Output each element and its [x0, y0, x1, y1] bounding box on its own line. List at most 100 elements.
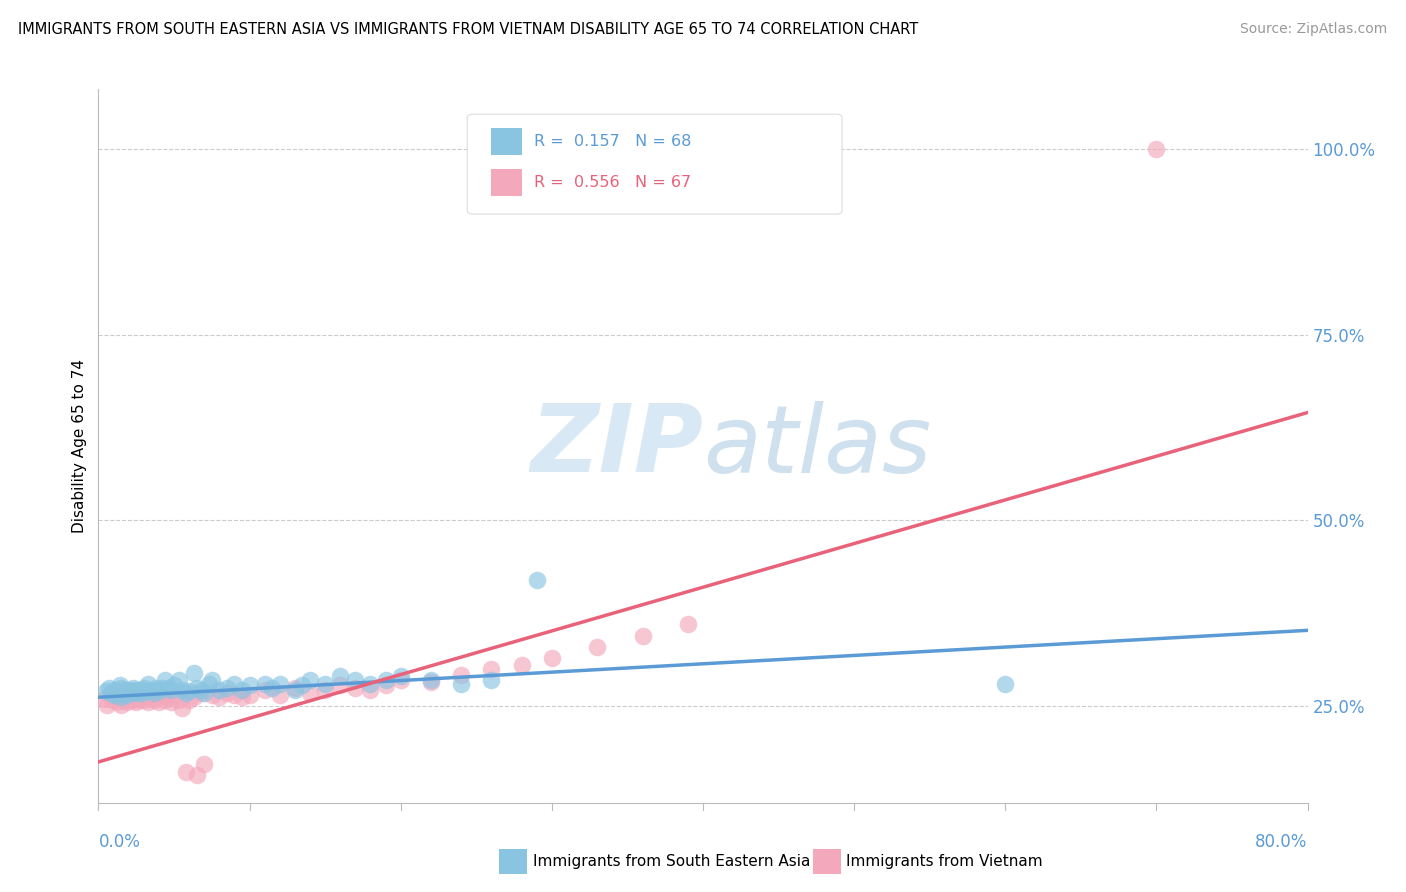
Point — [163, 678, 186, 692]
Text: ZIP: ZIP — [530, 400, 703, 492]
Point — [101, 693, 124, 707]
Text: R =  0.556   N = 67: R = 0.556 N = 67 — [534, 175, 690, 190]
Point — [145, 681, 167, 695]
Y-axis label: Disability Age 65 to 74: Disability Age 65 to 74 — [72, 359, 87, 533]
Point — [291, 678, 314, 692]
Point — [389, 669, 412, 683]
Point — [450, 668, 472, 682]
Point — [122, 693, 145, 707]
Point — [174, 686, 197, 700]
Point — [121, 688, 143, 702]
Point — [481, 662, 503, 676]
Point — [231, 690, 253, 705]
FancyBboxPatch shape — [492, 128, 522, 155]
Point — [100, 688, 122, 702]
Point — [239, 678, 262, 692]
Point — [148, 684, 170, 698]
Point — [190, 686, 212, 700]
Point — [115, 696, 138, 710]
Point — [156, 681, 179, 695]
Point — [160, 696, 183, 710]
Point — [110, 681, 132, 696]
Point — [105, 696, 128, 710]
Point — [201, 673, 224, 688]
Point — [186, 681, 208, 695]
Point — [374, 673, 396, 688]
Point — [314, 677, 336, 691]
Point — [103, 682, 125, 697]
Point — [360, 682, 382, 697]
Point — [122, 681, 145, 695]
Text: R =  0.157   N = 68: R = 0.157 N = 68 — [534, 134, 692, 149]
Text: atlas: atlas — [703, 401, 931, 491]
Point — [96, 698, 118, 712]
Point — [269, 677, 291, 691]
Point — [193, 686, 215, 700]
Point — [143, 693, 166, 707]
Point — [631, 629, 654, 643]
Point — [110, 698, 132, 712]
Point — [120, 693, 142, 707]
Point — [150, 688, 173, 702]
Point — [114, 690, 136, 705]
Point — [108, 691, 131, 706]
Point — [136, 677, 159, 691]
Point — [676, 617, 699, 632]
Text: 80.0%: 80.0% — [1256, 832, 1308, 851]
Point — [107, 686, 129, 700]
Point — [994, 677, 1017, 691]
Point — [179, 693, 201, 707]
Point — [94, 684, 117, 698]
Point — [314, 682, 336, 697]
Point — [299, 673, 322, 688]
Point — [103, 690, 125, 705]
Point — [125, 682, 148, 697]
Point — [131, 686, 153, 700]
Text: Immigrants from Vietnam: Immigrants from Vietnam — [846, 855, 1043, 869]
Point — [190, 682, 212, 697]
Point — [125, 696, 148, 710]
Point — [124, 690, 146, 705]
Point — [111, 688, 134, 702]
Point — [1144, 142, 1167, 156]
Point — [93, 691, 115, 706]
Text: Source: ZipAtlas.com: Source: ZipAtlas.com — [1240, 22, 1388, 37]
Point — [141, 688, 163, 702]
Point — [118, 690, 141, 705]
Point — [163, 688, 186, 702]
Point — [231, 682, 253, 697]
Point — [253, 677, 276, 691]
Point — [215, 686, 238, 700]
Point — [420, 675, 443, 690]
Point — [103, 688, 125, 702]
FancyBboxPatch shape — [467, 114, 842, 214]
Point — [124, 684, 146, 698]
Point — [112, 693, 135, 707]
Point — [201, 688, 224, 702]
Point — [148, 696, 170, 710]
Text: Immigrants from South Eastern Asia: Immigrants from South Eastern Asia — [533, 855, 810, 869]
Point — [329, 678, 352, 692]
Point — [510, 658, 533, 673]
Point — [183, 665, 205, 680]
Point — [127, 686, 149, 700]
Point — [111, 685, 134, 699]
Point — [143, 686, 166, 700]
Point — [107, 684, 129, 698]
Point — [128, 684, 150, 698]
Point — [128, 693, 150, 707]
Point — [132, 693, 155, 707]
Point — [120, 682, 142, 697]
Point — [183, 690, 205, 705]
Point — [586, 640, 609, 654]
Point — [118, 684, 141, 698]
Text: IMMIGRANTS FROM SOUTH EASTERN ASIA VS IMMIGRANTS FROM VIETNAM DISABILITY AGE 65 : IMMIGRANTS FROM SOUTH EASTERN ASIA VS IM… — [18, 22, 918, 37]
Point — [112, 682, 135, 697]
Point — [129, 682, 152, 697]
Point — [153, 673, 176, 688]
Point — [344, 681, 367, 695]
Point — [208, 690, 231, 705]
Point — [115, 684, 138, 698]
Point — [224, 688, 246, 702]
Text: 0.0%: 0.0% — [98, 832, 141, 851]
